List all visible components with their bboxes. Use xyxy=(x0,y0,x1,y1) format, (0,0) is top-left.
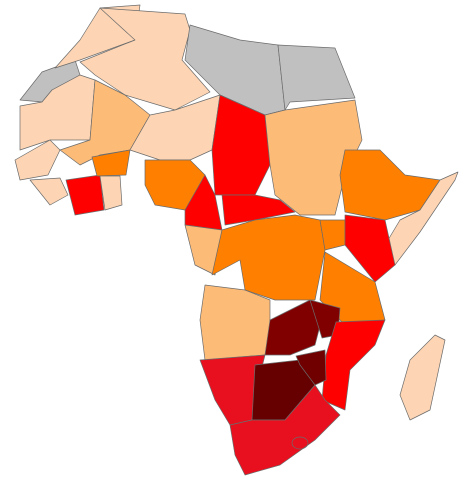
country-region xyxy=(14,139,61,181)
country-region xyxy=(59,79,151,166)
country-region xyxy=(399,334,446,421)
country-region xyxy=(29,177,69,206)
country-region xyxy=(277,44,356,111)
country-region xyxy=(99,175,123,211)
country-region xyxy=(211,214,326,301)
country-region xyxy=(295,349,327,386)
country-region xyxy=(129,94,221,161)
country-region xyxy=(65,174,105,216)
country-region xyxy=(264,99,363,216)
country-region xyxy=(221,194,296,226)
country-region xyxy=(199,284,271,361)
country-region xyxy=(91,149,131,177)
country-region xyxy=(184,224,223,276)
country-region xyxy=(229,384,341,476)
lesotho-border xyxy=(291,436,309,450)
country-region xyxy=(344,214,396,283)
